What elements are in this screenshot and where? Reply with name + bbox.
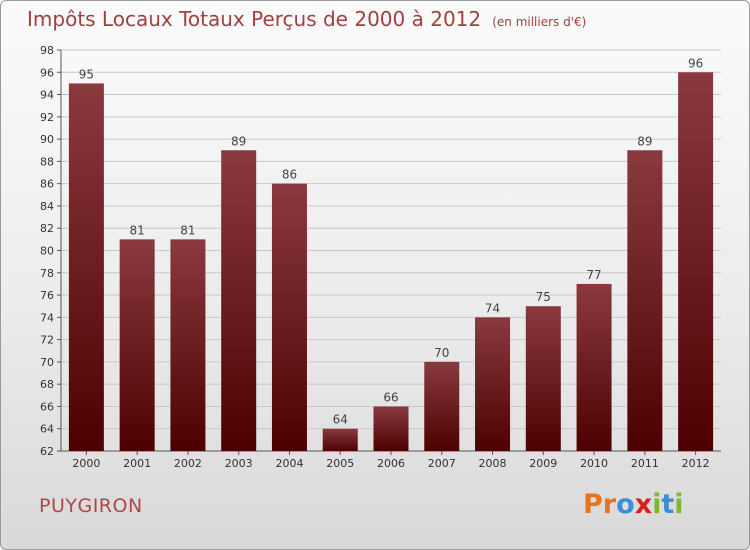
y-tick-label: 86	[40, 178, 54, 191]
y-tick-label: 78	[40, 267, 54, 280]
bar	[475, 317, 511, 451]
data-label: 96	[688, 56, 703, 70]
x-tick-label: 2006	[377, 457, 405, 470]
y-tick-label: 84	[40, 200, 54, 213]
y-tick-label: 70	[40, 356, 54, 369]
logo-letter: o	[616, 489, 635, 520]
logo-letter: r	[602, 489, 617, 520]
x-tick-label: 2010	[580, 457, 608, 470]
y-tick-label: 68	[40, 378, 54, 391]
y-tick-label: 90	[40, 133, 54, 146]
data-label: 77	[586, 268, 601, 282]
data-label: 70	[434, 346, 449, 360]
bar	[119, 239, 155, 451]
y-tick-label: 82	[40, 222, 54, 235]
logo-letter: t	[661, 489, 675, 520]
data-label: 64	[333, 413, 348, 427]
x-tick-label: 2004	[275, 457, 303, 470]
y-tick-label: 72	[40, 334, 54, 347]
bar	[322, 428, 358, 451]
logo-letter: i	[652, 489, 662, 520]
x-tick-label: 2012	[682, 457, 710, 470]
data-label: 81	[130, 223, 145, 237]
proxiti-logo[interactable]: Proxiti	[583, 489, 684, 520]
bar	[627, 150, 663, 451]
bar	[576, 283, 612, 451]
x-tick-label: 2009	[529, 457, 557, 470]
data-label: 95	[79, 67, 94, 81]
y-tick-label: 80	[40, 245, 54, 258]
bar	[170, 239, 206, 451]
data-label: 66	[383, 390, 398, 404]
y-tick-label: 94	[40, 89, 54, 102]
data-label: 81	[180, 223, 195, 237]
commune-name: PUYGIRON	[39, 495, 143, 517]
data-label: 86	[282, 168, 297, 182]
y-tick-label: 88	[40, 155, 54, 168]
x-tick-label: 2002	[174, 457, 202, 470]
bar	[678, 72, 714, 452]
bar	[68, 83, 104, 452]
bar	[525, 306, 561, 451]
x-tick-label: 2000	[72, 457, 100, 470]
y-tick-label: 64	[40, 423, 54, 436]
y-tick-label: 98	[40, 44, 54, 57]
x-tick-label: 2008	[479, 457, 507, 470]
y-tick-label: 62	[40, 445, 54, 458]
bar	[373, 406, 409, 451]
y-tick-label: 92	[40, 111, 54, 124]
title-block: Impôts Locaux Totaux Perçus de 2000 à 20…	[27, 7, 586, 31]
chart-unit: (en milliers d'€)	[492, 15, 587, 29]
data-label: 75	[536, 290, 551, 304]
y-tick-label: 76	[40, 289, 54, 302]
y-tick-label: 74	[40, 311, 54, 324]
y-tick-label: 66	[40, 400, 54, 413]
logo-letter: P	[583, 489, 603, 520]
bar	[424, 361, 460, 451]
x-tick-label: 2011	[631, 457, 659, 470]
y-tick-label: 96	[40, 66, 54, 79]
data-label: 74	[485, 301, 500, 315]
chart-title: Impôts Locaux Totaux Perçus de 2000 à 20…	[27, 7, 482, 31]
logo-letter: i	[674, 489, 684, 520]
x-tick-label: 2003	[225, 457, 253, 470]
bar	[271, 183, 307, 451]
x-tick-label: 2007	[428, 457, 456, 470]
logo-letter: x	[634, 489, 653, 520]
data-label: 89	[637, 134, 652, 148]
bar	[221, 150, 257, 451]
x-tick-label: 2001	[123, 457, 151, 470]
x-tick-label: 2005	[326, 457, 354, 470]
data-label: 89	[231, 134, 246, 148]
